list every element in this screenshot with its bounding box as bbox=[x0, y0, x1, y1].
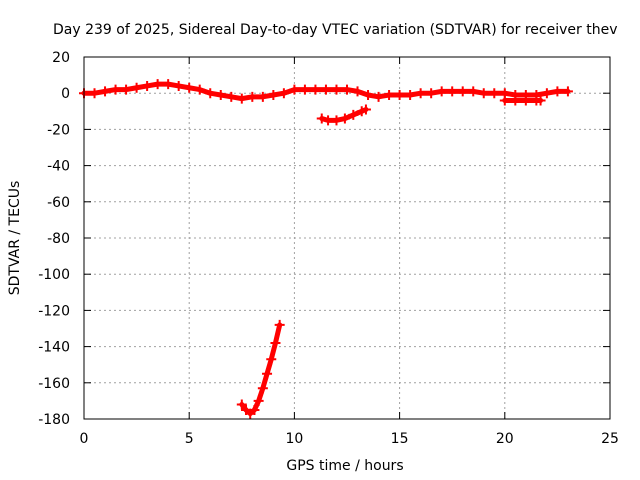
data-point bbox=[384, 90, 395, 101]
data-point bbox=[310, 84, 321, 95]
y-tick-label: -160 bbox=[38, 376, 70, 392]
data-point bbox=[121, 84, 132, 95]
x-tick-label: 0 bbox=[80, 431, 89, 447]
series-segment-deep-dip bbox=[236, 319, 285, 419]
data-point bbox=[535, 95, 546, 106]
x-tick-label: 20 bbox=[496, 431, 514, 447]
data-point bbox=[320, 84, 331, 95]
data-point bbox=[249, 404, 260, 415]
grid-lines bbox=[84, 57, 610, 419]
y-tick-label: -60 bbox=[47, 195, 70, 211]
data-point bbox=[236, 93, 247, 104]
data-point bbox=[262, 368, 273, 379]
data-point bbox=[415, 88, 426, 99]
data-point bbox=[247, 91, 258, 102]
data-point bbox=[457, 86, 468, 97]
y-tick-label: -100 bbox=[38, 267, 70, 283]
data-point bbox=[215, 90, 226, 101]
data-point bbox=[226, 91, 237, 102]
x-tick-label: 15 bbox=[391, 431, 409, 447]
data-point bbox=[394, 90, 405, 101]
data-point bbox=[339, 113, 350, 124]
y-tick-labels: -180 -160 -140 -120 -100 -80 -60 -40 -20 0 20 bbox=[38, 50, 70, 428]
x-tick-labels: 0 5 10 15 20 25 bbox=[80, 431, 619, 447]
data-point bbox=[323, 115, 334, 126]
data-point bbox=[510, 95, 521, 106]
data-point bbox=[110, 84, 121, 95]
data-point bbox=[405, 90, 416, 101]
data-point bbox=[270, 337, 281, 348]
data-point bbox=[274, 319, 285, 330]
x-axis-title: GPS time / hours bbox=[286, 458, 403, 474]
data-point bbox=[489, 88, 500, 99]
data-point bbox=[299, 84, 310, 95]
data-point bbox=[236, 399, 247, 410]
data-point bbox=[257, 383, 268, 394]
data-point bbox=[520, 95, 531, 106]
data-point bbox=[268, 90, 279, 101]
plot-frame bbox=[83, 56, 611, 420]
series-segment-near-minus-15 bbox=[316, 104, 371, 126]
data-point bbox=[266, 354, 277, 365]
data-point bbox=[89, 88, 100, 99]
data-point bbox=[352, 86, 363, 97]
y-tick-label: -180 bbox=[38, 412, 70, 428]
data-point bbox=[436, 86, 447, 97]
data-point bbox=[562, 86, 573, 97]
data-point bbox=[173, 80, 184, 91]
series-baseline bbox=[79, 79, 573, 104]
data-point bbox=[205, 88, 216, 99]
data-point bbox=[373, 91, 384, 102]
data-point bbox=[257, 91, 268, 102]
series-trail bbox=[239, 322, 283, 417]
data-point bbox=[331, 115, 342, 126]
data-point bbox=[289, 84, 300, 95]
data-point bbox=[541, 88, 552, 99]
data-point bbox=[316, 113, 327, 124]
data-point bbox=[331, 84, 342, 95]
data-point bbox=[552, 86, 563, 97]
x-tick-label: 5 bbox=[185, 431, 194, 447]
data-points bbox=[79, 79, 573, 419]
y-tick-label: 20 bbox=[52, 50, 70, 66]
data-point bbox=[131, 82, 142, 93]
series-segment-near-minus-5 bbox=[499, 95, 546, 106]
y-tick-label: -80 bbox=[47, 231, 70, 247]
x-tick-label: 25 bbox=[601, 431, 619, 447]
y-tick-label: -40 bbox=[47, 159, 70, 175]
data-point bbox=[163, 79, 174, 90]
data-point bbox=[478, 88, 489, 99]
y-tick-label: -120 bbox=[38, 303, 70, 319]
data-point bbox=[363, 90, 374, 101]
y-tick-label: 0 bbox=[61, 86, 70, 102]
data-point bbox=[468, 86, 479, 97]
chart-title: Day 239 of 2025, Sidereal Day-to-day VTE… bbox=[53, 22, 617, 38]
data-point bbox=[100, 86, 111, 97]
data-point bbox=[348, 109, 359, 120]
data-point bbox=[426, 88, 437, 99]
data-point bbox=[360, 104, 371, 115]
y-axis-title: SDTVAR / TECUs bbox=[7, 181, 23, 296]
data-point bbox=[184, 82, 195, 93]
data-point bbox=[278, 88, 289, 99]
data-point bbox=[447, 86, 458, 97]
data-point bbox=[142, 80, 153, 91]
x-tick-label: 10 bbox=[285, 431, 303, 447]
y-tick-label: -20 bbox=[47, 122, 70, 138]
data-point bbox=[152, 79, 163, 90]
data-point bbox=[194, 84, 205, 95]
y-tick-label: -140 bbox=[38, 340, 70, 356]
data-point bbox=[499, 95, 510, 106]
data-point bbox=[342, 84, 352, 95]
data-point bbox=[253, 395, 264, 406]
